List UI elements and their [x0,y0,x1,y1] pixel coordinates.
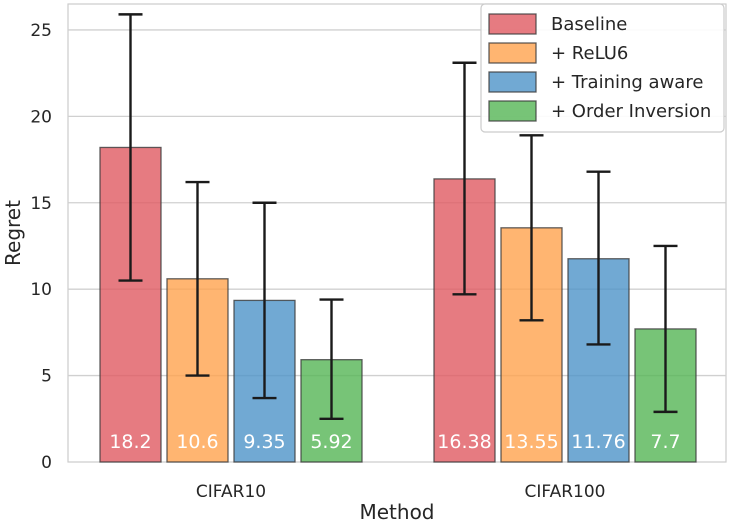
y-tick-label: 15 [30,194,52,214]
legend-swatch [488,71,537,93]
legend-swatch [488,42,537,64]
bar-value-label: 9.35 [243,431,285,453]
legend: Baseline + ReLU6 + Training aware + Order I… [480,3,725,133]
legend-label: + Order Inversion [551,101,711,122]
bar [99,146,162,463]
bar-value-label: 7.7 [650,431,680,453]
y-tick-label: 25 [30,21,52,41]
x-tick-label: CIFAR10 [196,482,266,502]
legend-swatch [488,13,537,35]
legend-label: + ReLU6 [551,43,628,64]
bar-value-label: 11.76 [571,431,625,453]
y-tick-label: 20 [30,107,52,127]
bar-value-label: 5.92 [310,431,352,453]
y-tick-label: 0 [41,453,52,473]
bar-value-label: 10.6 [176,431,218,453]
bar-value-label: 16.38 [437,431,491,453]
legend-label: Baseline [551,14,627,35]
bar-value-label: 13.55 [504,431,558,453]
y-tick-label: 10 [30,280,52,300]
error-bars [118,13,678,420]
legend-label: + Training aware [551,72,703,93]
legend-swatch [488,100,537,122]
data-labels: 18.2 10.6 9.35 5.92 16.38 13.55 11.76 7.7 [109,431,680,453]
y-axis-title: Regret [1,200,25,266]
x-axis-title: Method [359,500,434,524]
legend-box [480,3,725,133]
y-tick-label: 5 [41,367,52,387]
bar-value-label: 18.2 [109,431,151,453]
x-tick-label: CIFAR100 [525,482,606,502]
x-tick-labels: CIFAR10 CIFAR100 [196,482,606,502]
y-tick-labels: 0 5 10 15 20 25 [30,21,52,473]
